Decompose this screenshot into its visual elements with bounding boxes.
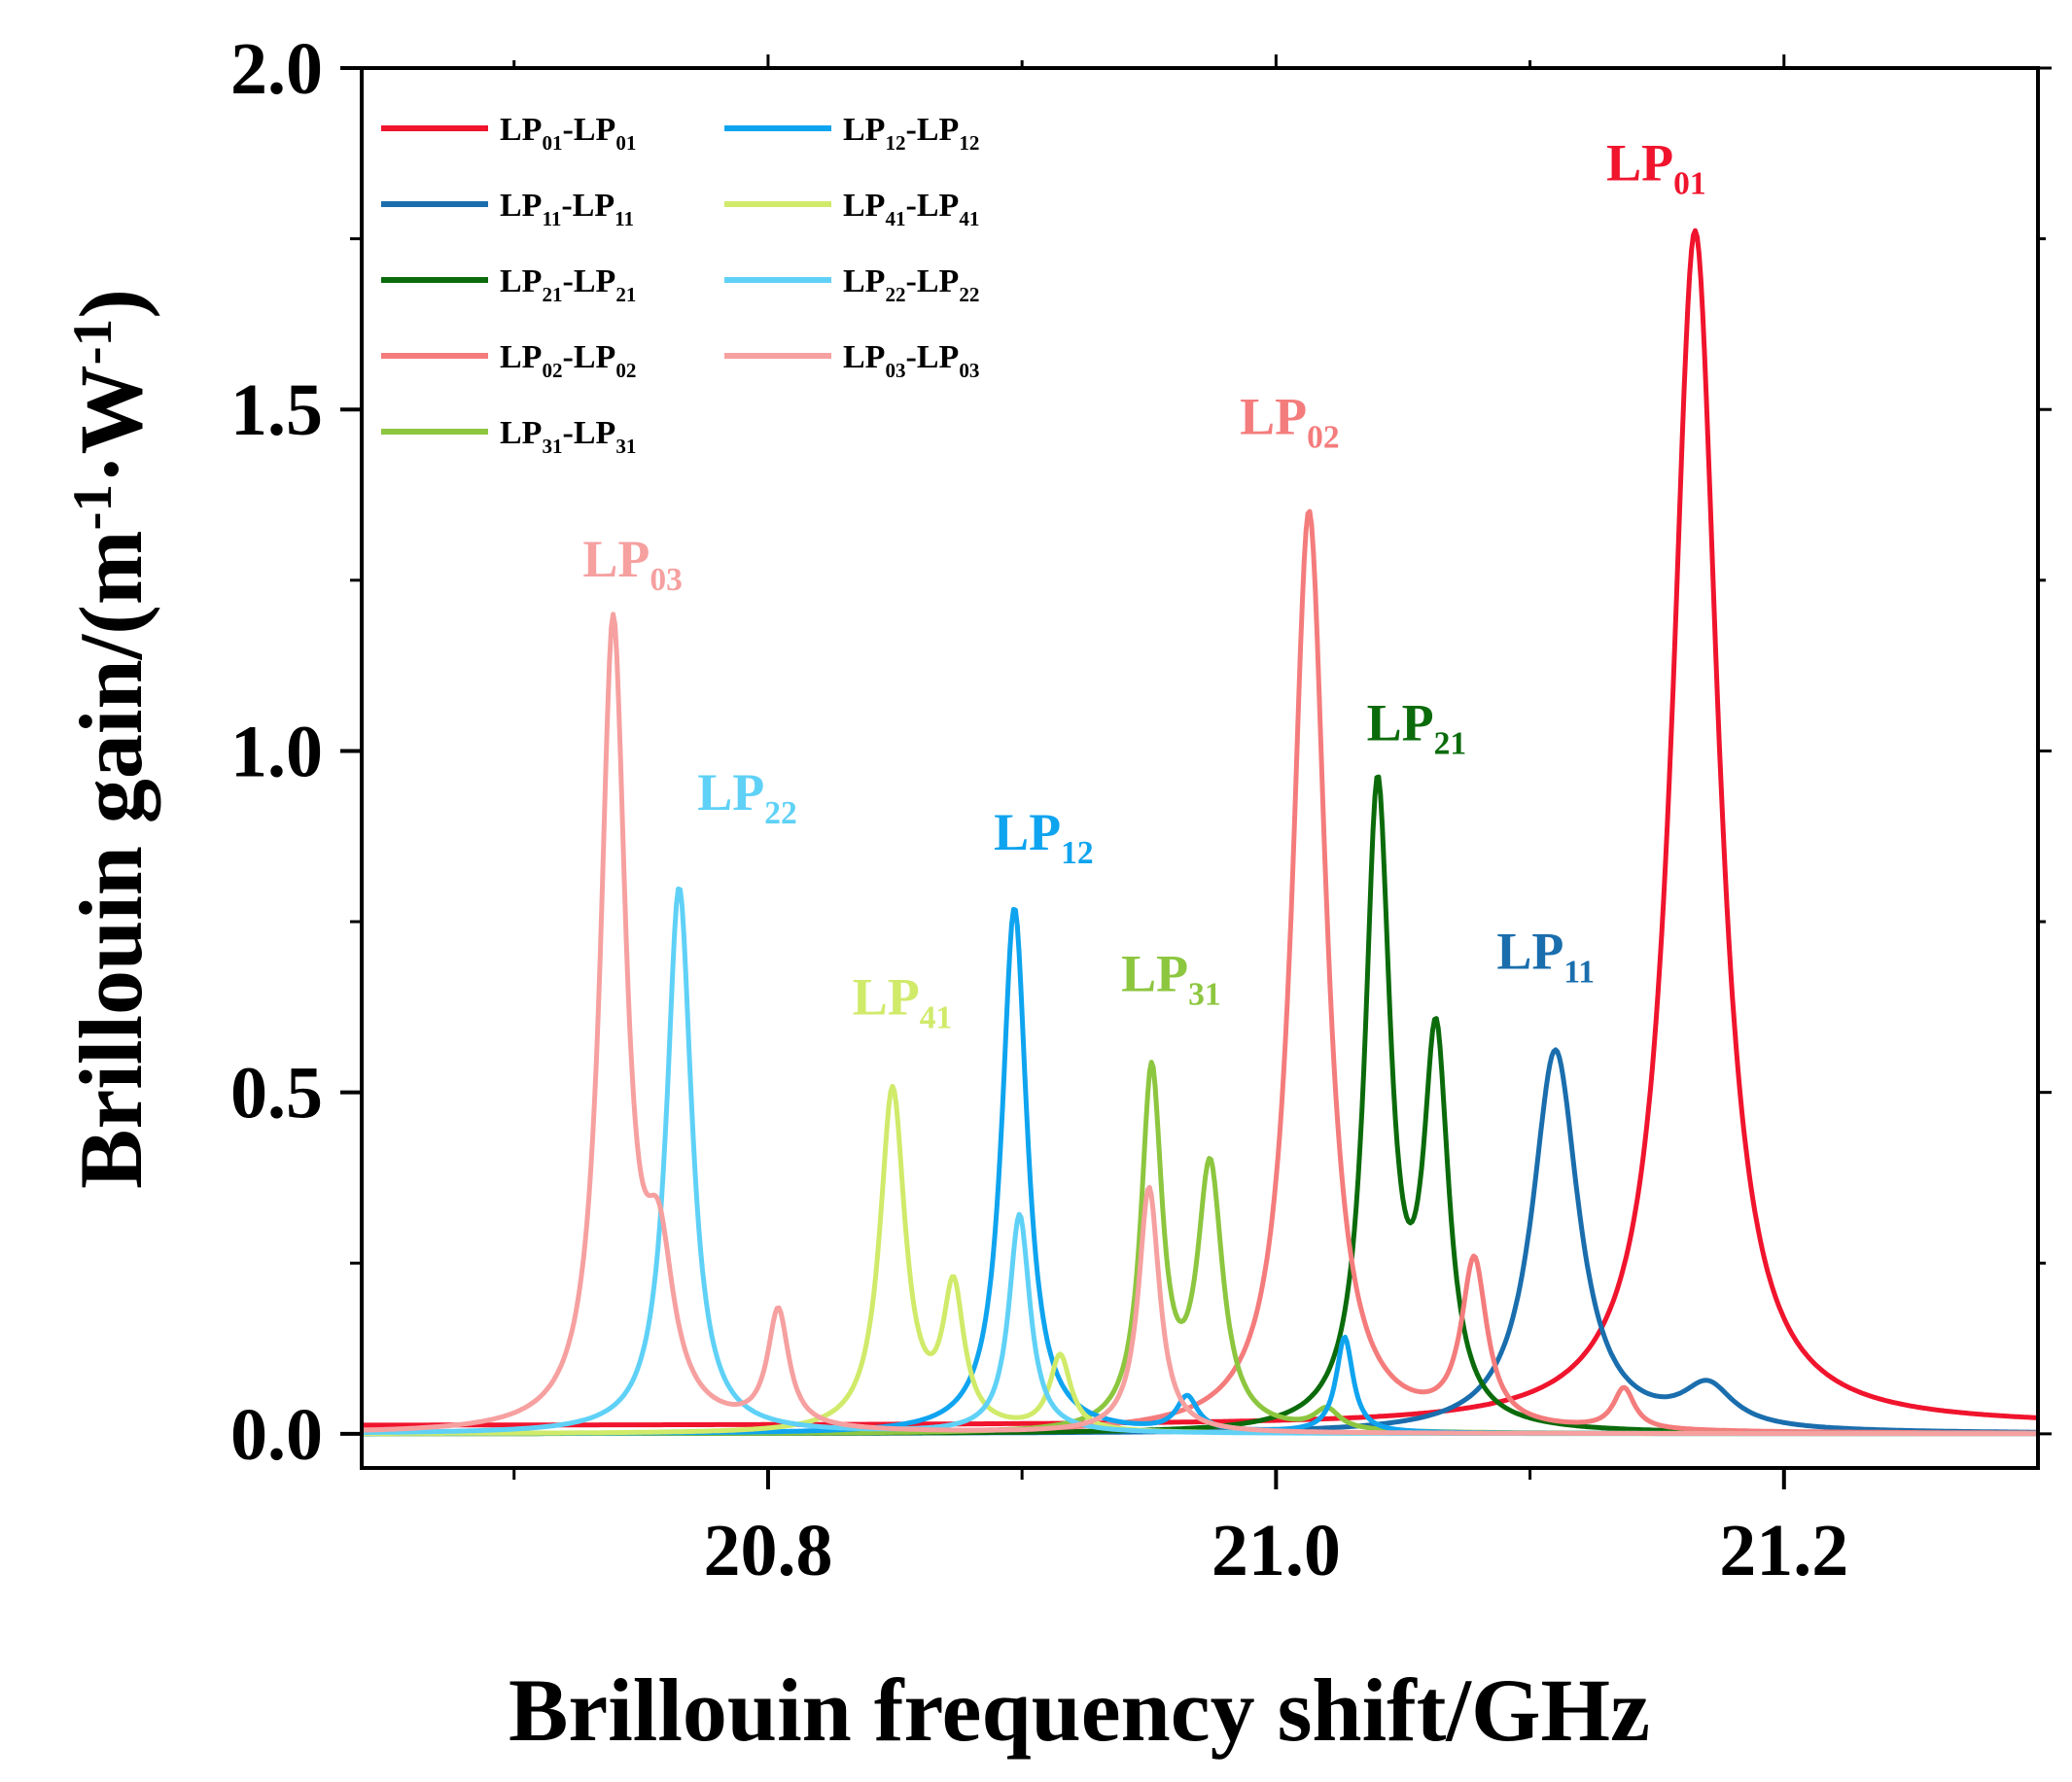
tick-labels: 20.8 21.0 21.2 0.0 0.5 1.0 1.5 2.0: [230, 28, 1848, 1591]
x-tick-label: 21.2: [1719, 1510, 1848, 1591]
peak-label-LP21: LP21: [1367, 694, 1466, 762]
peak-label-LP01: LP01: [1606, 134, 1705, 202]
legend-label-LP31: LP31-LP31: [500, 415, 636, 458]
peak-label-LP03: LP03: [582, 530, 682, 598]
series-line-LP01: [362, 227, 2038, 1428]
peak-label-LP41: LP41: [853, 968, 952, 1036]
y-tick-label: 0.5: [230, 1053, 323, 1135]
y-tick-label: 1.0: [230, 711, 323, 792]
y-tick-label: 1.5: [230, 369, 323, 451]
legend-label-LP21: LP21-LP21: [500, 263, 636, 306]
legend-label-LP12: LP12-LP12: [843, 112, 979, 155]
series-line-LP21: [362, 774, 2038, 1437]
legend-label-LP01: LP01-LP01: [500, 112, 636, 155]
peak-label-LP11: LP11: [1496, 923, 1595, 991]
series-line-LP02: [362, 508, 2038, 1436]
x-tick-label: 21.0: [1212, 1510, 1341, 1591]
series-line-LP03: [362, 611, 2038, 1437]
curve-layer: [362, 227, 2038, 1437]
legend-label-LP11: LP11-LP11: [500, 188, 634, 230]
legend-label-LP02: LP02-LP02: [500, 339, 636, 382]
peak-label-LP22: LP22: [697, 763, 796, 831]
y-tick-label: 2.0: [230, 28, 323, 110]
legend-label-LP22: LP22-LP22: [843, 263, 979, 306]
legend-label-LP41: LP41-LP41: [843, 188, 979, 230]
x-tick-label: 20.8: [703, 1510, 832, 1591]
peak-labels: LP01 LP11 LP21 LP02 LP31 LP12 LP41 LP22 LP03: [582, 134, 1705, 1036]
peak-label-LP02: LP02: [1240, 388, 1339, 456]
series-line-LP22: [362, 886, 2038, 1437]
legend: LP01-LP01 LP11-LP11 LP21-LP21 LP02-LP02 LP31…: [381, 112, 979, 458]
y-axis-title: Brillouin gain/(m-1·W-1): [61, 289, 160, 1189]
axis-ticks: [340, 54, 2052, 1489]
series-line-LP31: [362, 1060, 2038, 1437]
legend-label-LP03: LP03-LP03: [843, 339, 979, 382]
y-tick-label: 0.0: [230, 1394, 323, 1476]
plot-frame: [360, 66, 2040, 1470]
peak-label-LP31: LP31: [1121, 945, 1220, 1013]
x-axis-title: Brillouin frequency shift/GHz: [509, 1660, 1650, 1760]
peak-label-LP12: LP12: [994, 803, 1093, 871]
series-line-LP41: [362, 1083, 2038, 1437]
